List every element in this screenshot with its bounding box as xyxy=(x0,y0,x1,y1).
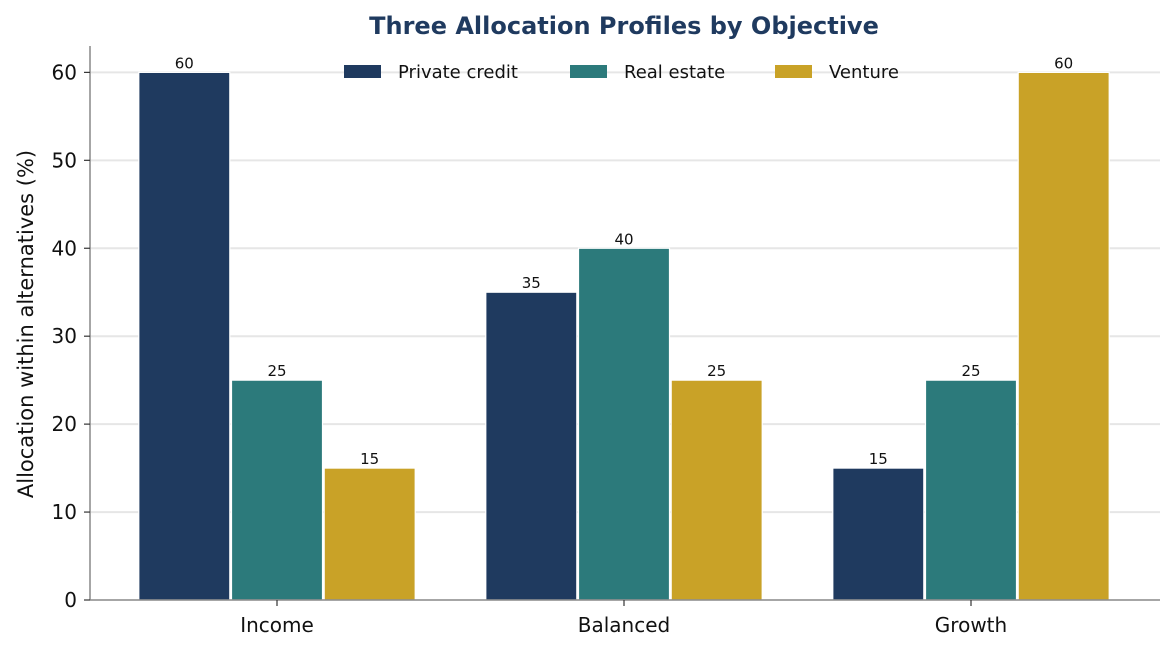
data-label: 25 xyxy=(707,362,726,380)
data-label: 25 xyxy=(267,362,286,380)
data-label: 40 xyxy=(614,230,633,248)
x-tick-label-income: Income xyxy=(240,613,314,637)
data-label: 25 xyxy=(961,362,980,380)
data-label: 35 xyxy=(522,274,541,292)
legend-swatch xyxy=(344,65,381,78)
legend: Private credit Real estate Venture xyxy=(344,62,899,83)
axes: 0 10 20 30 40 50 60 Income Balanced Growth xyxy=(52,46,1160,637)
bar-private-credit-balanced xyxy=(485,291,578,601)
legend-swatch xyxy=(775,65,812,78)
data-label: 15 xyxy=(360,450,379,468)
x-tick-label-growth: Growth xyxy=(935,613,1007,637)
chart-title: Three Allocation Profiles by Objective xyxy=(369,12,879,40)
legend-label: Private credit xyxy=(398,62,518,83)
y-tick-label: 0 xyxy=(64,588,77,612)
legend-label: Venture xyxy=(829,62,899,83)
y-tick-label: 40 xyxy=(52,236,77,260)
y-tick-label: 50 xyxy=(52,148,77,172)
y-axis-label: Allocation within alternatives (%) xyxy=(14,150,38,498)
y-tick-label: 20 xyxy=(52,412,77,436)
data-label: 60 xyxy=(1054,54,1073,72)
y-tick-label: 30 xyxy=(52,324,77,348)
bar-venture-income xyxy=(323,467,416,601)
data-labels: 60 35 15 25 40 25 15 25 60 xyxy=(175,54,1073,468)
y-tick-label: 60 xyxy=(52,60,77,84)
y-tick-label: 10 xyxy=(52,500,77,524)
bar-real-estate-balanced xyxy=(577,247,671,601)
bars xyxy=(138,71,1110,601)
data-label: 15 xyxy=(869,450,888,468)
bar-real-estate-income xyxy=(230,379,324,601)
bar-private-credit-growth xyxy=(832,467,925,601)
legend-label: Real estate xyxy=(624,62,725,83)
bar-private-credit-income xyxy=(138,71,231,601)
legend-swatch xyxy=(570,65,607,78)
x-tick-label-balanced: Balanced xyxy=(578,613,670,637)
bar-venture-balanced xyxy=(670,379,763,601)
data-label: 60 xyxy=(175,54,194,72)
bar-venture-growth xyxy=(1017,71,1110,601)
bar-real-estate-growth xyxy=(924,379,1018,601)
